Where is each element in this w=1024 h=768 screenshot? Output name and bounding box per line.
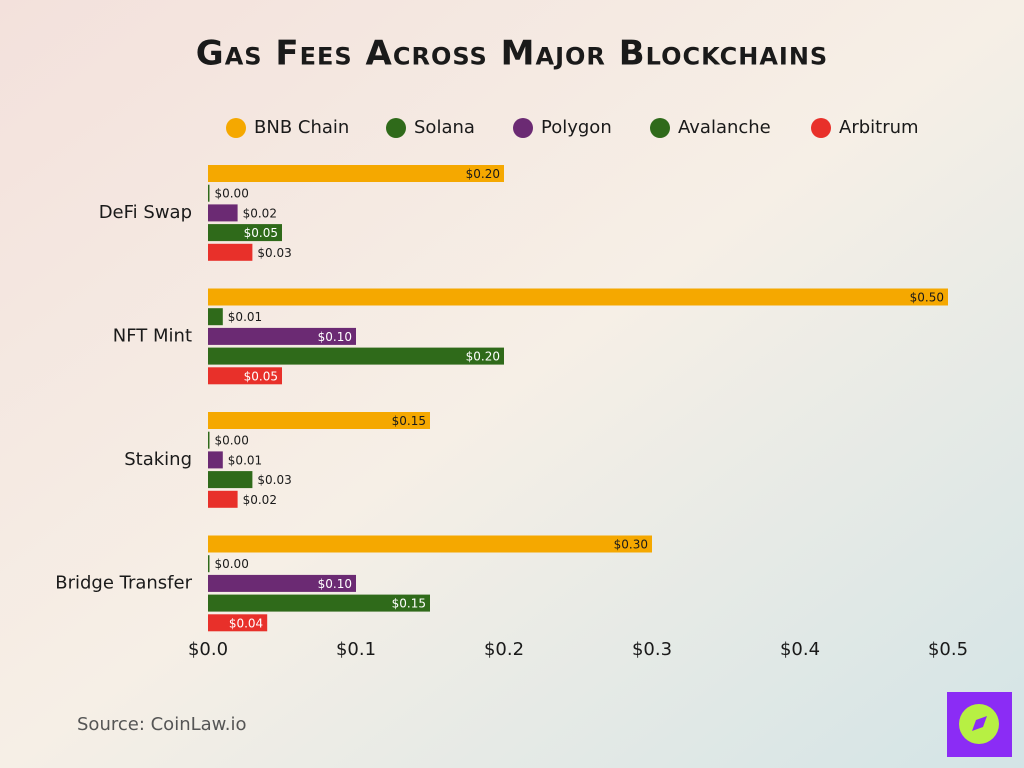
value-label: $0.20: [466, 350, 500, 364]
bar: [208, 165, 504, 182]
x-tick-label: $0.3: [632, 639, 672, 660]
value-label: $0.03: [257, 473, 291, 487]
value-label: $0.50: [910, 291, 944, 305]
value-label: $0.05: [244, 226, 278, 240]
value-label: $0.02: [243, 206, 277, 220]
legend-label: Polygon: [541, 117, 612, 138]
x-tick-label: $0.5: [928, 639, 968, 660]
bar: [208, 243, 253, 261]
bar: [208, 555, 210, 573]
value-label: $0.10: [318, 330, 352, 344]
bar: [208, 367, 282, 385]
legend-label: Solana: [414, 117, 475, 138]
bar: [208, 327, 356, 345]
value-label: $0.15: [392, 597, 426, 611]
legend-marker: [811, 118, 831, 138]
chart-title: Gas Fees Across Major Blockchains: [196, 34, 828, 74]
value-label: $0.10: [318, 577, 352, 591]
bar: [208, 614, 268, 632]
bar: [208, 308, 223, 326]
legend-marker: [513, 118, 533, 138]
value-label: $0.05: [244, 369, 278, 383]
legend-label: Arbitrum: [839, 117, 919, 138]
legend-marker: [650, 118, 670, 138]
bar: [208, 535, 652, 553]
value-label: $0.01: [228, 453, 262, 467]
category-label: NFT Mint: [113, 325, 192, 346]
legend-label: Avalanche: [678, 117, 771, 138]
value-label: $0.30: [614, 538, 648, 552]
bar: [208, 288, 948, 306]
legend-label: BNB Chain: [254, 117, 349, 138]
x-tick-label: $0.1: [336, 639, 376, 660]
x-tick-label: $0.2: [484, 639, 524, 660]
value-label: $0.15: [392, 414, 426, 428]
value-label: $0.00: [214, 557, 248, 571]
value-label: $0.00: [214, 187, 248, 201]
bar: [208, 184, 210, 202]
bar: [208, 412, 430, 429]
x-tick-label: $0.0: [188, 639, 228, 660]
bar: [208, 347, 504, 365]
bar: [208, 204, 238, 222]
bar: [208, 451, 223, 469]
value-label: $0.02: [243, 493, 277, 507]
bar: [208, 490, 238, 508]
category-label: Staking: [124, 449, 192, 470]
value-label: $0.00: [214, 434, 248, 448]
bar: [208, 224, 282, 242]
value-label: $0.20: [466, 167, 500, 181]
bar: [208, 594, 430, 612]
source: Source: CoinLaw.io: [77, 714, 246, 735]
legend-marker: [226, 118, 246, 138]
value-label: $0.01: [228, 310, 262, 324]
bar: [208, 574, 356, 592]
legend-marker: [386, 118, 406, 138]
bar: [208, 471, 253, 489]
logo: [947, 692, 1012, 757]
x-tick-label: $0.4: [780, 639, 820, 660]
value-label: $0.04: [229, 616, 263, 630]
category-label: DeFi Swap: [99, 202, 192, 223]
bar: [208, 431, 210, 449]
category-label: Bridge Transfer: [55, 572, 192, 593]
value-label: $0.03: [257, 246, 291, 260]
